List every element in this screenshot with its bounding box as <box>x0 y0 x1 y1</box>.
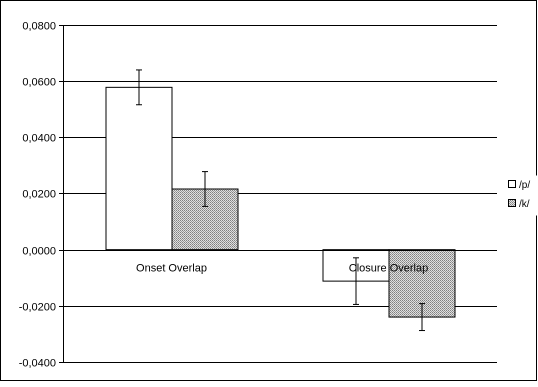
legend-swatch <box>509 181 516 188</box>
chart-border <box>1 1 537 381</box>
y-tick-label: 0,0400 <box>22 133 56 145</box>
y-tick-label: 0,0800 <box>22 21 56 33</box>
legend-label: /k/ <box>519 199 530 210</box>
legend-label: /p/ <box>519 180 530 191</box>
y-tick-label: 0,0000 <box>22 246 56 258</box>
legend-swatch <box>509 200 516 207</box>
y-tick-label: -0,0200 <box>19 302 56 314</box>
bar <box>106 87 172 249</box>
y-tick-label: -0,0400 <box>19 358 56 370</box>
x-category-label: Onset Overlap <box>136 263 207 275</box>
y-tick-label: 0,0600 <box>22 77 56 89</box>
x-category-label: Closure Overlap <box>349 263 428 275</box>
y-tick-label: 0,0200 <box>22 189 56 201</box>
